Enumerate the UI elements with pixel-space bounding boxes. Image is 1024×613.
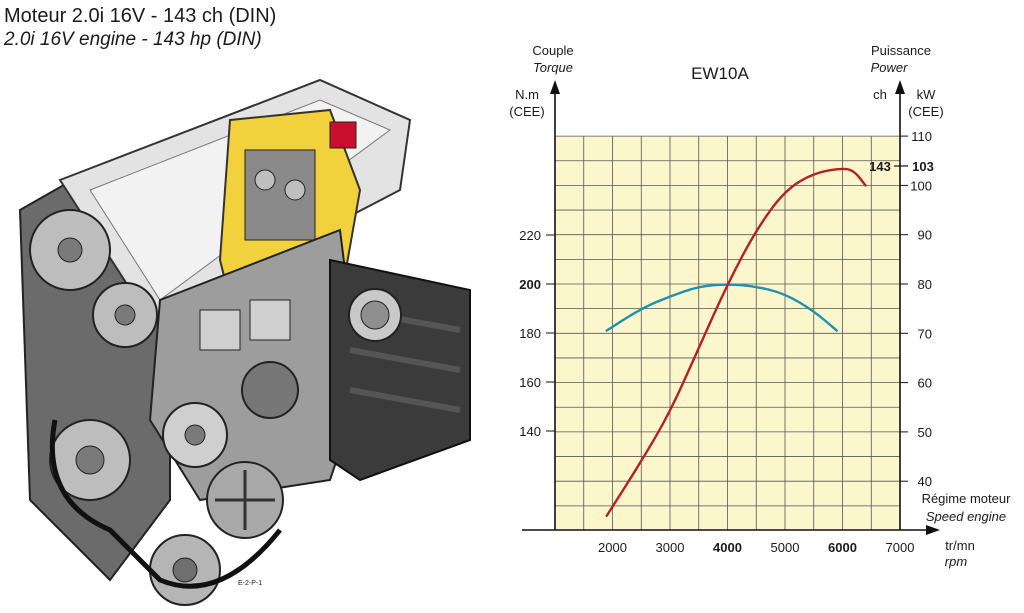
- torque-curve: [605, 283, 838, 332]
- engine-cutaway-illustration: E-2-P-1: [18, 78, 471, 606]
- right-tick-label: 90: [918, 228, 932, 243]
- x-axis-label: Régime moteur: [922, 491, 1012, 506]
- right-axis-unit-ch: ch: [873, 87, 887, 102]
- right-tick-label: 70: [918, 326, 932, 341]
- x-tick-label: 3000: [656, 540, 685, 555]
- right-tick-label: 50: [918, 425, 932, 440]
- left-axis-unit-sub: (CEE): [509, 104, 544, 119]
- x-tick-label: 7000: [886, 540, 915, 555]
- x-axis-arrow: [926, 525, 940, 535]
- chart-title: EW10A: [691, 64, 749, 83]
- left-axis-unit: N.m: [515, 87, 539, 102]
- right-axis-unit-sub: (CEE): [908, 104, 943, 119]
- illustration-badge: E-2-P-1: [238, 580, 262, 587]
- left-tick-label: 140: [519, 424, 541, 439]
- page-title: Moteur 2.0i 16V - 143 ch (DIN): [4, 5, 277, 27]
- left-tick-label: 220: [519, 228, 541, 243]
- right-axis-arrow: [895, 80, 905, 94]
- x-tick-labels: 2000 3000 4000 5000 6000 7000: [598, 540, 914, 555]
- power-curve: [605, 167, 867, 517]
- x-tick-label: 6000: [828, 540, 857, 555]
- peak-power-ch: 143: [869, 159, 891, 174]
- right-axis-label-en: Power: [871, 60, 909, 75]
- x-axis-label-en: Speed engine: [926, 509, 1006, 524]
- right-tick-label: 110: [911, 129, 932, 144]
- right-axis-label: Puissance: [871, 43, 931, 58]
- left-axis-label-en: Torque: [533, 60, 573, 75]
- left-tick-label: 160: [519, 375, 541, 390]
- x-tick-label: 2000: [598, 540, 627, 555]
- right-tick-labels: 40 50 60 70 80 90 100 110: [894, 129, 932, 489]
- right-tick-label: 80: [918, 277, 932, 292]
- right-tick-label: 40: [918, 474, 932, 489]
- left-axis-label: Couple: [532, 43, 573, 58]
- x-tick-label: 4000: [713, 540, 742, 555]
- peak-power-kw: 103: [912, 159, 934, 174]
- right-tick-label: 100: [910, 178, 932, 193]
- right-axis-unit: kW: [917, 87, 937, 102]
- title-block: Moteur 2.0i 16V - 143 ch (DIN) 2.0i 16V …: [4, 4, 276, 51]
- x-axis-unit: tr/mn: [945, 538, 975, 553]
- left-tick-labels: 140 160 180 200 220: [519, 228, 555, 439]
- right-tick-label: 60: [918, 376, 932, 391]
- x-tick-label: 5000: [771, 540, 800, 555]
- series-layer: [605, 167, 867, 517]
- left-axis-arrow: [550, 80, 560, 94]
- x-axis-unit-en: rpm: [945, 554, 968, 569]
- left-tick-label: 200: [519, 277, 541, 292]
- left-tick-label: 180: [519, 326, 541, 341]
- page-subtitle: 2.0i 16V engine - 143 hp (DIN): [4, 29, 262, 50]
- axes: [522, 80, 940, 535]
